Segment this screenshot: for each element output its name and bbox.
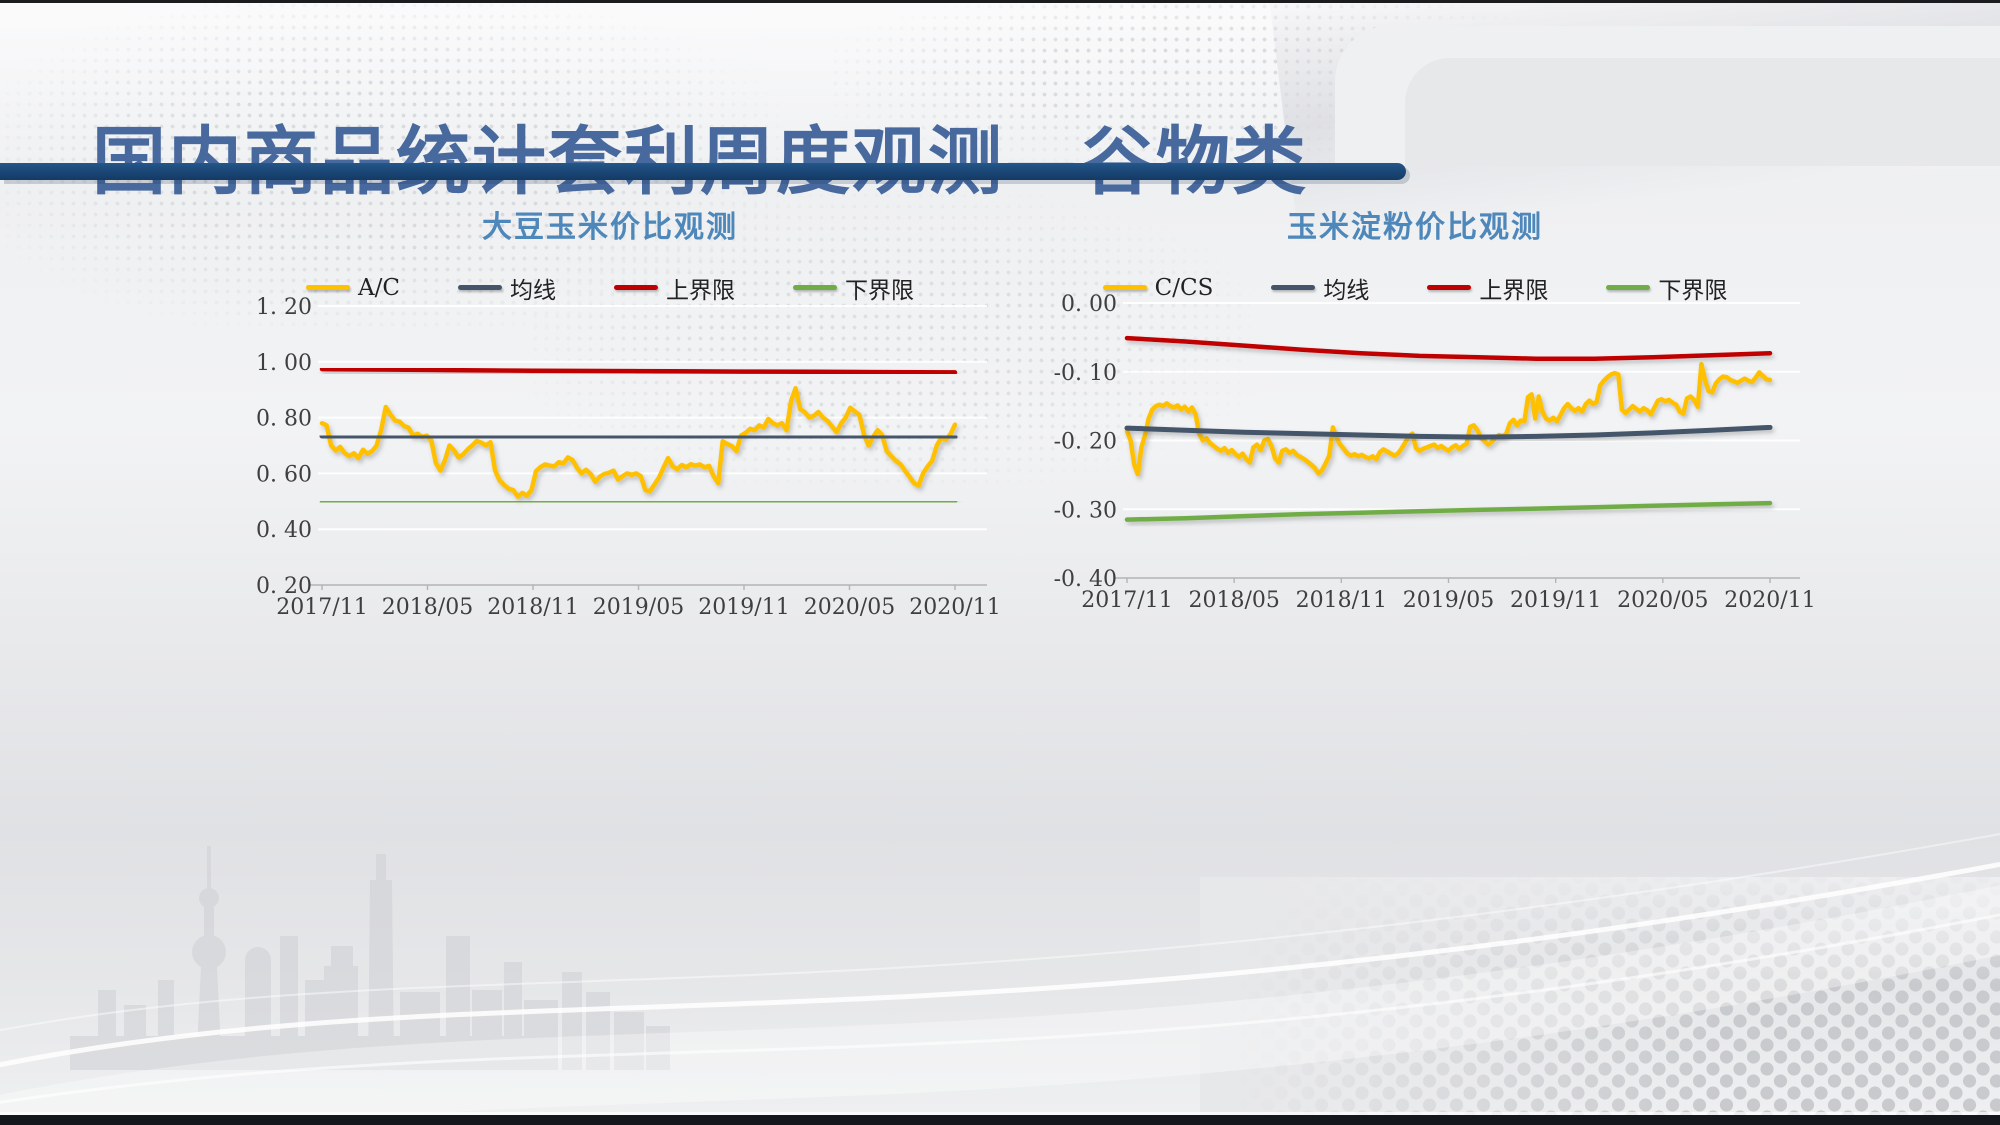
series-line-上界限: [319, 366, 958, 375]
y-tick-label: 0. 00: [1061, 292, 1117, 317]
chart-title-soybean-corn: 大豆玉米价比观测: [482, 210, 738, 245]
legend-swatch: [1271, 285, 1316, 291]
chart-legend-soybean-corn: A/C 均线 上界限 下界限: [230, 271, 990, 305]
series-line-均线: [319, 433, 958, 441]
series-line-C/CS: [1124, 361, 1773, 477]
y-tick-label: 0. 60: [256, 462, 312, 487]
top-edge-line: [0, 0, 2000, 3]
legend-swatch: [613, 285, 658, 291]
bottom-navy-bar: [0, 1115, 2000, 1125]
legend-swatch: [457, 285, 502, 291]
y-tick-label: 0. 20: [256, 574, 312, 599]
x-tick-label: 2017/11: [1081, 588, 1172, 613]
x-tick-label: 2020/05: [1617, 588, 1708, 613]
legend-item-上界限: 上界限: [613, 271, 735, 305]
city-skyline-silhouette: [70, 846, 670, 1070]
honeycomb-pattern-fade: [1200, 877, 2000, 1117]
legend-label: 上界限: [1479, 277, 1549, 304]
slide-title: 国内商品统计套利周度观测—谷物类: [92, 118, 1308, 205]
y-tick-label: 0. 40: [256, 518, 312, 543]
title-underline-bar: [0, 163, 1406, 180]
swoosh-curves-decoration: [0, 832, 2000, 1125]
y-tick-label: -0. 30: [1054, 498, 1117, 523]
y-tick-label: -0. 20: [1054, 430, 1117, 455]
legend-swatch: [792, 285, 837, 291]
legend-item-下界限: 下界限: [792, 271, 914, 305]
x-tick-label: 2018/05: [382, 595, 473, 620]
y-tick-label: 1. 00: [256, 351, 312, 376]
x-tick-label: 2018/11: [1296, 588, 1387, 613]
legend-label: C/CS: [1154, 274, 1214, 301]
series-line-下界限: [319, 499, 958, 505]
y-tick-label: -0. 40: [1054, 567, 1117, 592]
y-tick-label: 1. 20: [256, 295, 312, 320]
series-line-上界限: [1124, 335, 1773, 361]
chart-corn-starch-ratio: 玉米淀粉价比观测 C/CS 均线 上界限 下界限 0. 00 -0. 10 -0. 20 -…: [1035, 198, 1816, 648]
legend-item-下界限: 下界限: [1606, 271, 1727, 305]
x-tick-label: 2017/11: [276, 595, 367, 620]
legend-item-均线: 均线: [1271, 271, 1369, 305]
series-line-A/C: [319, 386, 958, 499]
x-tick-label: 2018/11: [487, 595, 578, 620]
x-tick-label: 2019/11: [698, 595, 789, 620]
legend-swatch: [1427, 285, 1472, 291]
legend-label: 均线: [1323, 277, 1370, 304]
x-tick-label: 2019/05: [593, 595, 684, 620]
chart-title-corn-starch: 玉米淀粉价比观测: [1287, 210, 1543, 245]
legend-label: A/C: [358, 274, 400, 301]
x-tick-label: 2018/05: [1188, 588, 1279, 613]
y-tick-label: 0. 80: [256, 407, 312, 432]
x-tick-label: 2020/11: [1724, 588, 1815, 613]
series-line-均线: [1124, 424, 1773, 440]
x-tick-label: 2020/11: [909, 595, 1000, 620]
legend-label: 下界限: [1658, 277, 1728, 304]
legend-label: 均线: [509, 277, 556, 304]
legend-swatch: [306, 285, 351, 291]
legend-item-C/CS: C/CS: [1102, 271, 1214, 305]
x-tick-label: 2019/05: [1403, 588, 1494, 613]
chart-legend-corn-starch: C/CS 均线 上界限 下界限: [1035, 271, 1795, 305]
x-tick-label: 2020/05: [804, 595, 895, 620]
header-step-shape-inner: [1405, 58, 2000, 166]
bottom-bar-highlight: [0, 1112, 2000, 1115]
legend-swatch: [1606, 285, 1651, 291]
legend-item-上界限: 上界限: [1427, 271, 1548, 305]
x-tick-label: 2019/11: [1510, 588, 1601, 613]
legend-item-均线: 均线: [457, 271, 556, 305]
legend-label: 下界限: [844, 277, 914, 304]
y-tick-label: -0. 10: [1054, 361, 1117, 386]
legend-label: 上界限: [665, 277, 735, 304]
chart-soybean-corn-ratio: 大豆玉米价比观测 A/C 均线 上界限 下界限 1. 20 1. 00 0. 80 0. 6…: [230, 198, 1001, 648]
series-line-下界限: [1124, 500, 1773, 522]
legend-item-A/C: A/C: [306, 271, 400, 305]
legend-swatch: [1102, 285, 1147, 291]
